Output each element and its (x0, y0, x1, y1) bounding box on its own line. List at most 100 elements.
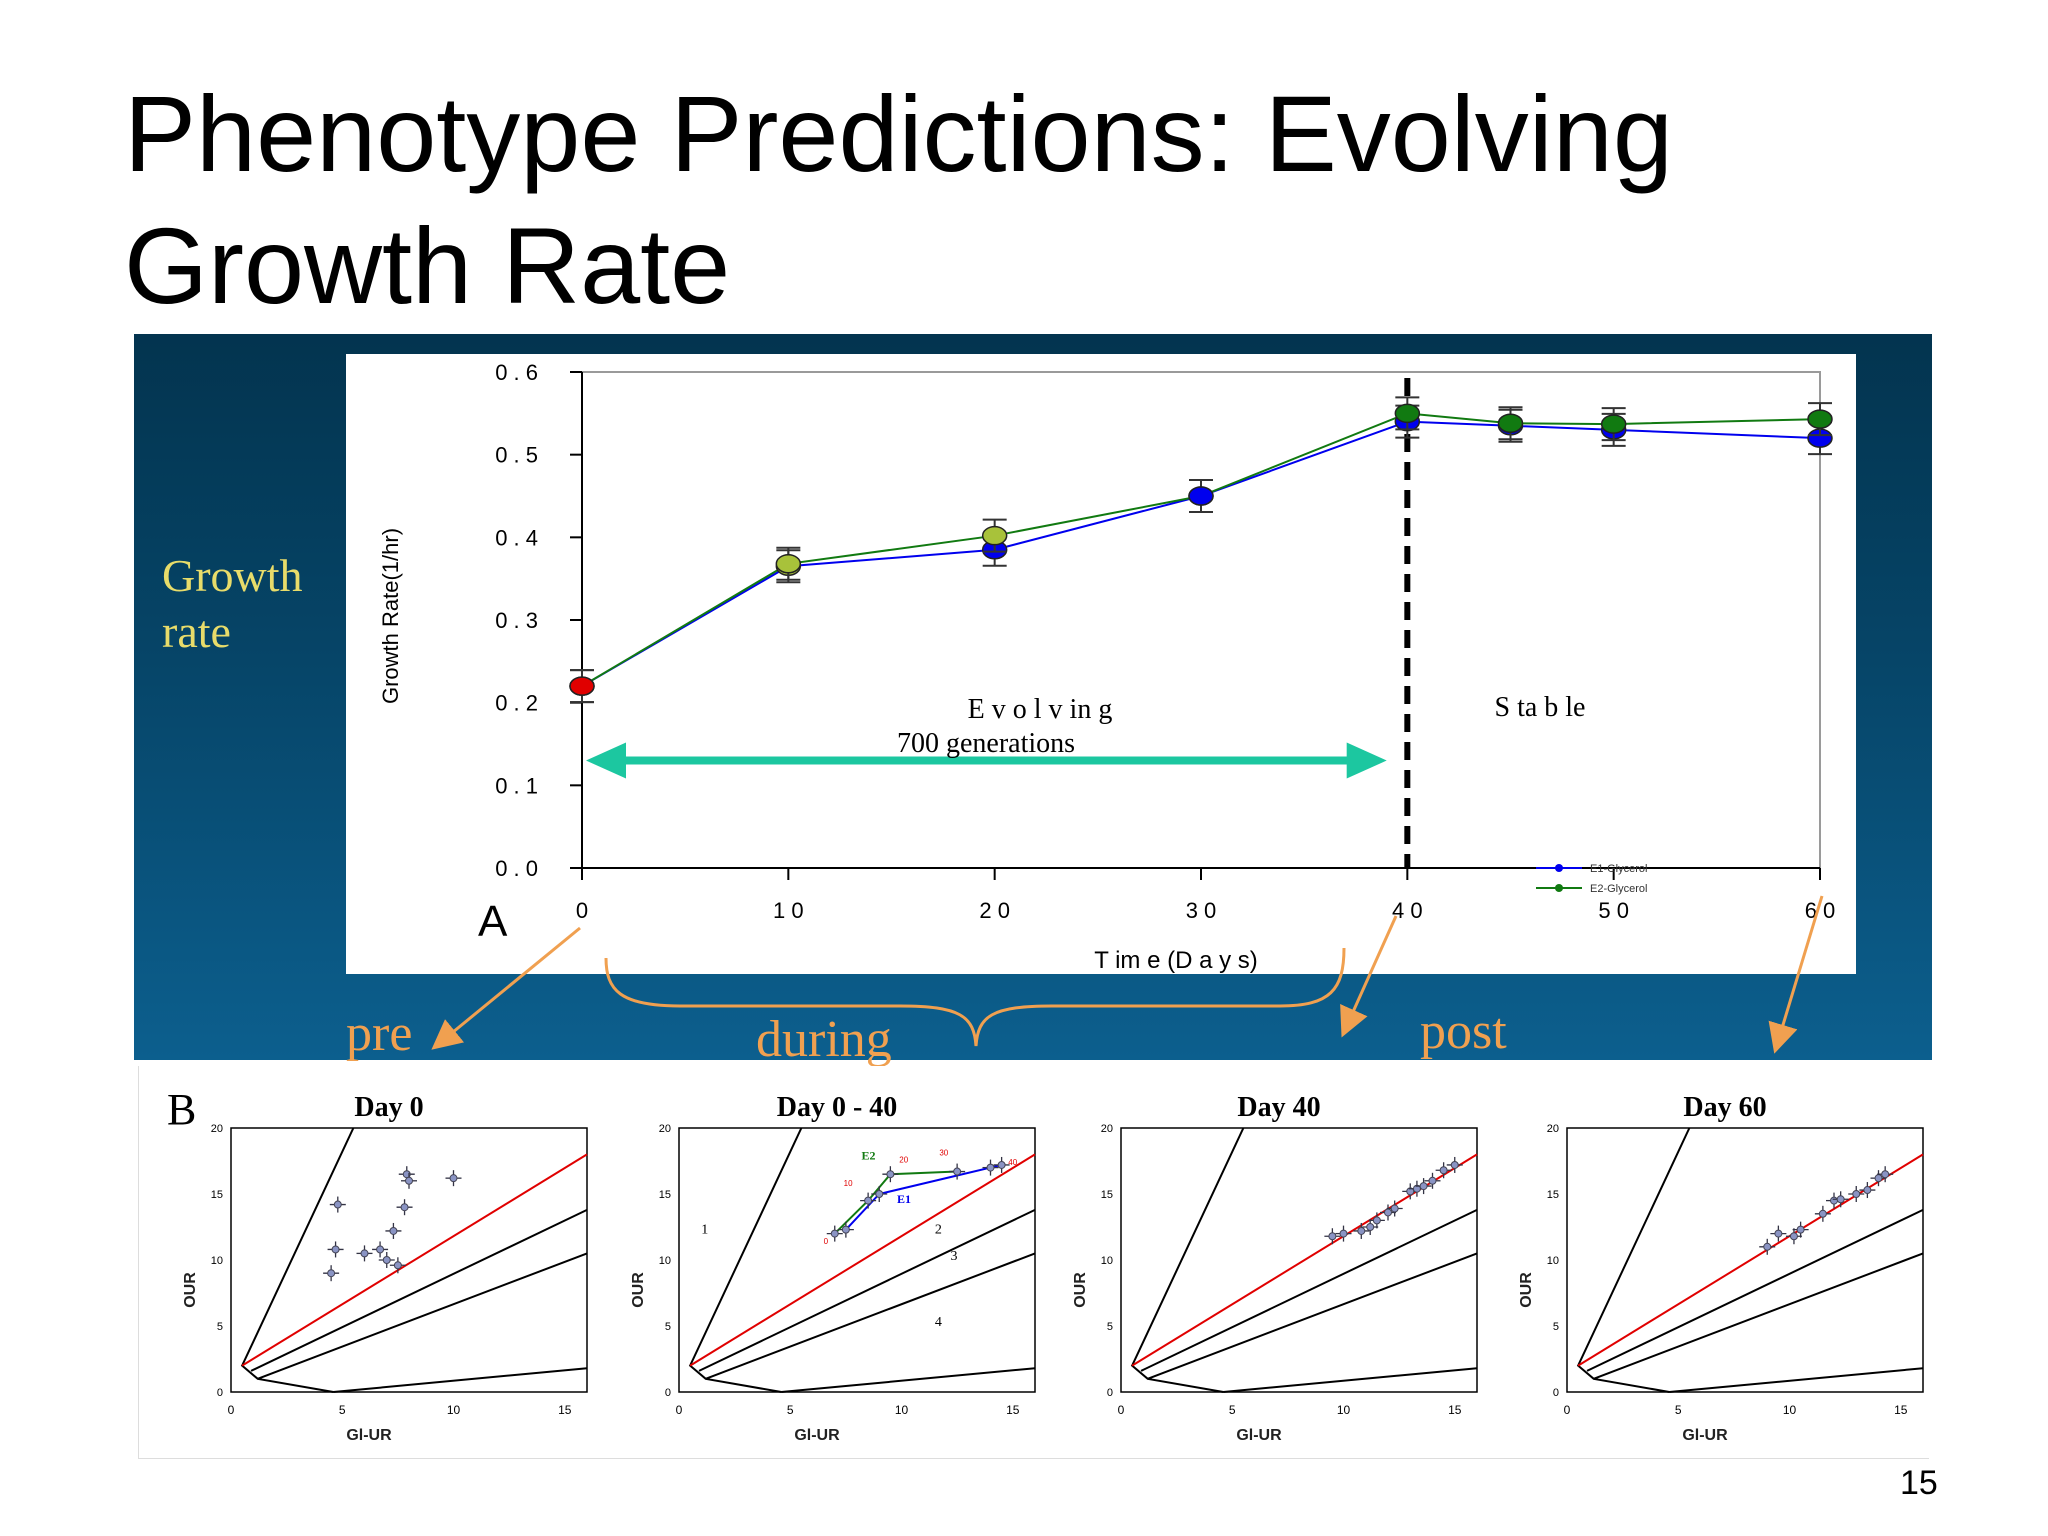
scatter-point (1874, 1174, 1883, 1183)
slide-title: Phenotype Predictions: Evolving Growth R… (124, 73, 1673, 326)
phase-boundary-line (1130, 1127, 1245, 1393)
chart-a-y-tick-label: 0 . 2 (495, 691, 538, 716)
scatter-point (327, 1269, 336, 1278)
phase-x-tick-label: 0 (676, 1403, 683, 1417)
annotation-stable: S ta b le (1495, 692, 1586, 723)
phase-plane-4: Day 60 0 5 10 15 0 5 10 15 20 Gl-UR OUR (1518, 1092, 1924, 1444)
chart-a-x-tick-label: 1 0 (773, 898, 804, 923)
scatter-point (331, 1245, 340, 1254)
phase-x-axis-label: Gl-UR (794, 1427, 840, 1444)
scatter-point (360, 1249, 369, 1258)
trajectory-label-e2: E2 (861, 1149, 875, 1163)
phase-boundary-line (257, 1252, 588, 1380)
phase-boundary-line (1576, 1127, 1691, 1393)
phase-boundary-line (781, 1367, 1036, 1393)
phase-plane-3: Day 40 0 5 10 15 0 5 10 15 20 Gl-UR OUR (1072, 1092, 1478, 1444)
phase-boundary-line (240, 1127, 355, 1393)
phase-y-tick-label: 20 (1101, 1123, 1113, 1135)
legend-entry: E1-Glycerol (1590, 863, 1647, 875)
scatter-point (1450, 1160, 1459, 1169)
chart-a-y-tick-label: 0 . 4 (495, 525, 538, 550)
data-point-series-2 (1497, 413, 1524, 434)
chart-a-x-tick-label: 4 0 (1392, 898, 1423, 923)
scatter-point (400, 1203, 409, 1212)
phase-boundary-line (250, 1208, 588, 1372)
phase-y-tick-label: 0 (217, 1387, 223, 1399)
data-point-series-2 (775, 554, 802, 574)
chart-a-y-tick-label: 0 . 3 (495, 608, 538, 633)
annotation-generations: 700 generations (897, 728, 1075, 759)
phase-y-tick-label: 20 (211, 1123, 223, 1135)
phase-y-axis-label: OUR (1072, 1272, 1089, 1308)
data-point-series-2 (981, 525, 1008, 546)
scatter-point (405, 1176, 413, 1185)
phase-boundary-line (1669, 1367, 1924, 1393)
phase-plane-frame (678, 1127, 1036, 1393)
phase-x-tick-label: 15 (558, 1403, 572, 1417)
scatter-point (875, 1190, 884, 1198)
phase-y-tick-label: 5 (1107, 1321, 1113, 1333)
scatter-point (333, 1200, 342, 1209)
region-label: 1 (701, 1223, 708, 1238)
during-brace (604, 947, 1346, 1047)
chart-a-x-tick-label: 2 0 (979, 898, 1010, 923)
trajectory-day-label: 20 (899, 1155, 908, 1164)
phase-x-tick-label: 15 (1894, 1403, 1908, 1417)
phase-plane-frame (1566, 1127, 1924, 1393)
chart-a-y-tick-label: 0 . 5 (495, 443, 538, 468)
phase-y-tick-label: 20 (659, 1123, 671, 1135)
phase-plane-title: Day 0 (354, 1092, 423, 1123)
scatter-point (389, 1226, 398, 1235)
scatter-point (1366, 1223, 1375, 1231)
phase-y-tick-label: 0 (1107, 1387, 1113, 1399)
chart-a-x-tick-label: 5 0 (1598, 898, 1629, 923)
phase-plane-title: Day 0 - 40 (777, 1092, 898, 1123)
phase-plane-1: Day 0 0 5 10 15 0 5 10 15 20 Gl-UR OUR (182, 1092, 588, 1444)
scatter-point (1339, 1229, 1348, 1238)
data-point-series-2 (1600, 414, 1627, 434)
phase-x-tick-label: 0 (1564, 1403, 1571, 1417)
phase-y-tick-label: 5 (1553, 1321, 1559, 1333)
phase-boundary-line (333, 1367, 588, 1393)
phase-boundary-line (1586, 1208, 1924, 1372)
scatter-point (1419, 1182, 1428, 1191)
scatter-point (1818, 1209, 1827, 1218)
scatter-point (449, 1174, 458, 1183)
scatter-point (1836, 1195, 1845, 1204)
scatter-point (1863, 1186, 1872, 1195)
phase-y-tick-label: 15 (1547, 1189, 1559, 1201)
phase-x-tick-label: 5 (339, 1403, 346, 1417)
scatter-point (1763, 1242, 1772, 1251)
scatter-point (1328, 1232, 1337, 1241)
phase-x-tick-label: 5 (1675, 1403, 1682, 1417)
trajectory-day-label: 30 (939, 1149, 948, 1158)
phase-x-tick-label: 10 (895, 1403, 909, 1417)
scatter-point (382, 1256, 391, 1264)
phase-y-axis-label: OUR (630, 1272, 647, 1308)
phase-y-tick-label: 5 (665, 1321, 671, 1333)
phase-boundary-line (688, 1127, 803, 1393)
legend-entry: E2-Glycerol (1590, 883, 1647, 895)
phase-boundary-line (1140, 1208, 1478, 1372)
data-point-series-2 (1188, 486, 1214, 506)
phase-boundary-line (705, 1252, 1036, 1380)
phase-label-during: during (756, 1011, 892, 1068)
phase-y-tick-label: 5 (217, 1321, 223, 1333)
phase-label-pre: pre (346, 1005, 412, 1062)
chart-a-plot-area: 0 . 0 0 . 1 0 . 2 0 . 3 0 . 4 0 . 5 0 . 6 0 1 0 2… (495, 360, 1835, 923)
scatter-point (376, 1245, 385, 1254)
region-label: 3 (950, 1249, 957, 1264)
region-label: 4 (935, 1315, 942, 1330)
scatter-point (986, 1163, 995, 1172)
scatter-point (1789, 1232, 1798, 1241)
scatter-point (830, 1229, 839, 1238)
legend-marker (1555, 884, 1563, 892)
scatter-point (1428, 1176, 1437, 1185)
post-arrow-day40 (1340, 915, 1398, 1038)
trajectory-e1 (845, 1163, 1002, 1231)
phase-y-axis-label: OUR (182, 1272, 199, 1308)
phase-boundary-line (1593, 1252, 1924, 1380)
